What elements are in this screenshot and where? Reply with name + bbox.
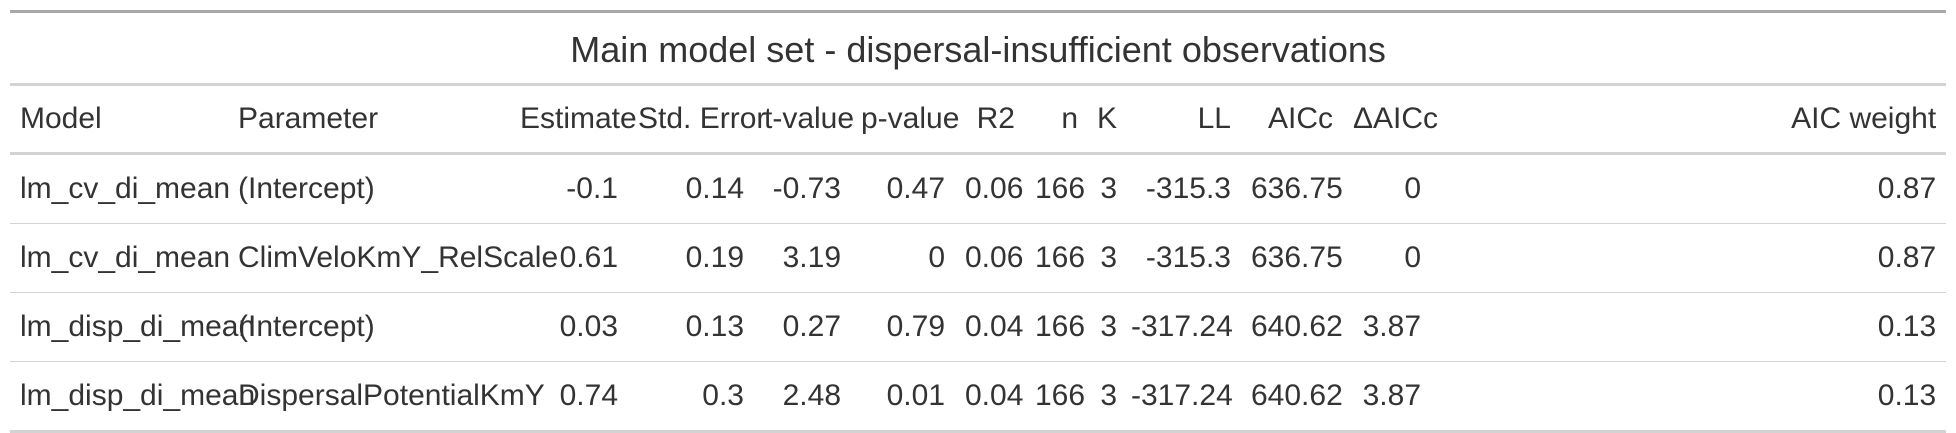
cell-model: lm_disp_di_mean [10,361,255,433]
cell-t-value: 3.19 [754,223,851,293]
cell-delta-aicc: 3.87 [1343,292,1431,362]
column-header-n: n [1025,84,1088,155]
cell-p-value: 0.79 [851,292,955,362]
cell-parameter: (Intercept) [228,292,510,362]
cell-n: 166 [1025,153,1088,224]
column-header-t-value: t-value [754,84,854,155]
cell-t-value: 2.48 [754,361,851,433]
cell-r2: 0.04 [955,361,1025,433]
column-header-std-error: Std. Error [628,84,766,155]
cell-p-value: 0 [851,223,955,293]
cell-k: 3 [1088,292,1121,362]
cell-aic-weight: 0.13 [1431,361,1947,433]
cell-p-value: 0.01 [851,361,955,433]
results-table-container: Main model set - dispersal-insufficient … [10,10,1947,433]
column-header-row: Model Parameter Estimate Std. Error t-va… [10,84,1947,155]
cell-k: 3 [1088,223,1121,293]
cell-aicc: 636.75 [1241,153,1343,224]
cell-parameter: ClimVeloKmY_RelScale [228,223,558,293]
cell-ll: -317.24 [1121,361,1241,433]
column-header-r2: R2 [955,84,1025,155]
column-header-aicc: AICc [1241,84,1343,155]
cell-std-error: 0.14 [628,153,754,224]
column-header-parameter: Parameter [228,84,510,155]
cell-n: 166 [1025,223,1088,293]
cell-model: lm_disp_di_mean [10,292,255,362]
cell-delta-aicc: 0 [1343,153,1431,224]
cell-ll: -317.24 [1121,292,1241,362]
table-row: lm_cv_di_mean (Intercept) -0.1 0.14 -0.7… [10,153,1947,224]
cell-k: 3 [1088,153,1121,224]
cell-t-value: 0.27 [754,292,851,362]
cell-parameter: DispersalPotentialKmY [228,361,545,433]
cell-estimate: 0.74 [510,361,628,433]
column-header-aic-weight: AIC weight [1431,84,1947,155]
table-title-row: Main model set - dispersal-insufficient … [10,10,1947,86]
cell-p-value: 0.47 [851,153,955,224]
cell-std-error: 0.19 [628,223,754,293]
cell-r2: 0.06 [955,153,1025,224]
cell-parameter: (Intercept) [228,153,510,224]
cell-r2: 0.06 [955,223,1025,293]
cell-estimate: 0.03 [510,292,628,362]
table-row: lm_disp_di_mean (Intercept) 0.03 0.13 0.… [10,292,1947,362]
model-results-table: Main model set - dispersal-insufficient … [10,10,1947,433]
cell-r2: 0.04 [955,292,1025,362]
cell-std-error: 0.13 [628,292,754,362]
cell-std-error: 0.3 [628,361,754,433]
cell-t-value: -0.73 [754,153,851,224]
column-header-estimate: Estimate [510,84,637,155]
column-header-p-value: p-value [851,84,959,155]
column-header-delta-aicc: ΔAICc [1343,84,1438,155]
cell-ll: -315.3 [1121,223,1241,293]
cell-n: 166 [1025,292,1088,362]
column-header-ll: LL [1121,84,1241,155]
cell-model: lm_cv_di_mean [10,153,230,224]
cell-k: 3 [1088,361,1121,433]
cell-model: lm_cv_di_mean [10,223,230,293]
cell-aic-weight: 0.13 [1431,292,1947,362]
table-row: lm_disp_di_mean DispersalPotentialKmY 0.… [10,361,1947,433]
column-header-k: K [1088,84,1121,155]
cell-aicc: 636.75 [1241,223,1343,293]
cell-aic-weight: 0.87 [1431,153,1947,224]
cell-aicc: 640.62 [1241,361,1343,433]
cell-ll: -315.3 [1121,153,1241,224]
cell-delta-aicc: 0 [1343,223,1431,293]
cell-delta-aicc: 3.87 [1343,361,1431,433]
table-title: Main model set - dispersal-insufficient … [10,10,1947,86]
cell-aicc: 640.62 [1241,292,1343,362]
cell-estimate: 0.61 [510,223,628,293]
cell-estimate: -0.1 [510,153,628,224]
table-row: lm_cv_di_mean ClimVeloKmY_RelScale 0.61 … [10,223,1947,293]
cell-aic-weight: 0.87 [1431,223,1947,293]
column-header-model: Model [10,84,228,155]
cell-n: 166 [1025,361,1088,433]
